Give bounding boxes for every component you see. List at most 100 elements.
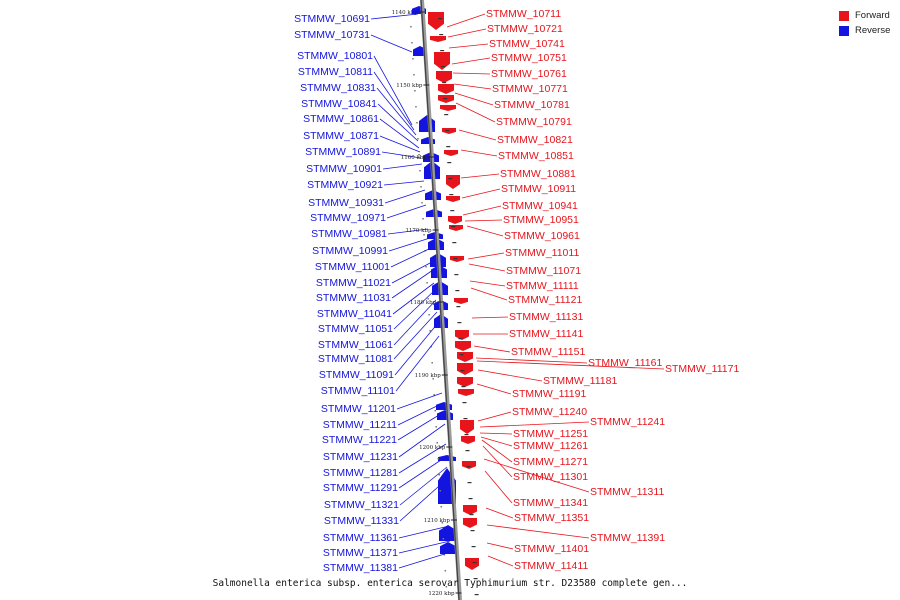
reverse-gene-label[interactable]: STMMW_11281 <box>323 467 398 479</box>
reverse-gene-label[interactable]: STMMW_10691 <box>294 13 370 25</box>
reverse-gene-label[interactable]: STMMW_10901 <box>306 163 382 175</box>
reverse-gene-label[interactable]: STMMW_10891 <box>305 146 381 158</box>
forward-gene-label[interactable]: STMMW_11131 <box>509 311 583 323</box>
forward-gene-block <box>434 52 450 70</box>
forward-gene-label[interactable]: STMMW_11240 <box>512 406 587 418</box>
forward-gene-label[interactable]: STMMW_11411 <box>514 560 588 572</box>
reverse-leader-line <box>396 392 443 410</box>
reverse-gene-label[interactable]: STMMW_11051 <box>318 323 393 335</box>
forward-gene-label[interactable]: STMMW_11171 <box>665 363 739 375</box>
reverse-gene-label[interactable]: STMMW_11081 <box>318 353 393 365</box>
forward-gene-label[interactable]: STMMW_10821 <box>497 134 573 146</box>
reverse-gene-label[interactable]: STMMW_11201 <box>321 403 396 415</box>
axis-dot <box>414 90 416 92</box>
reverse-gene-label[interactable]: STMMW_10981 <box>311 228 387 240</box>
axis-dot <box>418 154 420 156</box>
forward-gene-label[interactable]: STMMW_11151 <box>511 346 585 358</box>
axis-dash <box>452 242 457 244</box>
forward-gene-label[interactable]: STMMW_10771 <box>492 83 568 95</box>
forward-leader-line <box>462 205 502 216</box>
reverse-gene-label[interactable]: STMMW_11231 <box>323 451 398 463</box>
reverse-leader-line <box>393 299 437 346</box>
forward-gene-block <box>455 341 471 351</box>
forward-gene-label[interactable]: STMMW_11241 <box>590 416 665 428</box>
axis-dash <box>474 594 479 596</box>
forward-gene-label[interactable]: STMMW_11251 <box>513 428 588 440</box>
axis-dot <box>440 506 443 508</box>
axis-dot <box>423 234 425 236</box>
forward-gene-label[interactable]: STMMW_11011 <box>505 247 579 259</box>
reverse-gene-label[interactable]: STMMW_11291 <box>323 482 398 494</box>
reverse-gene-label[interactable]: STMMW_11031 <box>316 292 391 304</box>
axis-dot <box>429 330 431 332</box>
reverse-gene-label[interactable]: STMMW_10931 <box>308 197 384 209</box>
forward-gene-label[interactable]: STMMW_11121 <box>508 294 582 306</box>
axis-dash <box>469 514 474 516</box>
forward-gene-label[interactable]: STMMW_11341 <box>513 497 588 509</box>
reverse-gene-label[interactable]: STMMW_11041 <box>317 308 392 320</box>
forward-gene-label[interactable]: STMMW_11351 <box>514 512 589 524</box>
forward-leader-line <box>477 369 543 382</box>
legend: Forward Reverse <box>839 8 890 38</box>
reverse-gene-label[interactable]: STMMW_11371 <box>323 547 398 559</box>
forward-gene-label[interactable]: STMMW_10951 <box>503 214 579 226</box>
forward-gene-label[interactable]: STMMW_10781 <box>494 99 570 111</box>
reverse-gene-label[interactable]: STMMW_11101 <box>321 385 395 397</box>
reverse-gene-label[interactable]: STMMW_10801 <box>297 50 373 62</box>
reverse-gene-label[interactable]: STMMW_10811 <box>298 66 373 78</box>
reverse-gene-label[interactable]: STMMW_10831 <box>300 82 376 94</box>
reverse-gene-label[interactable]: STMMW_11211 <box>323 419 397 431</box>
reverse-leader-line <box>370 34 413 53</box>
forward-gene-block <box>448 216 462 224</box>
forward-leader-line <box>460 149 498 157</box>
forward-gene-label[interactable]: STMMW_10881 <box>500 168 576 180</box>
forward-gene-label[interactable]: STMMW_10961 <box>504 230 580 242</box>
reverse-gene-label[interactable]: STMMW_11321 <box>324 499 399 511</box>
forward-gene-label[interactable]: STMMW_10751 <box>491 52 567 64</box>
forward-leader-line <box>486 524 590 539</box>
forward-gene-label[interactable]: STMMW_10721 <box>487 23 563 35</box>
forward-gene-label[interactable]: STMMW_11111 <box>506 280 579 292</box>
forward-leader-line <box>482 445 513 478</box>
reverse-gene-label[interactable]: STMMW_11381 <box>323 562 398 574</box>
reverse-gene-label[interactable]: STMMW_10971 <box>310 212 386 224</box>
forward-gene-label[interactable]: STMMW_10941 <box>502 200 578 212</box>
reverse-gene-label[interactable]: STMMW_10871 <box>303 130 379 142</box>
reverse-gene-label[interactable]: STMMW_11061 <box>318 339 393 351</box>
forward-gene-label[interactable]: STMMW_11071 <box>506 265 581 277</box>
forward-gene-label[interactable]: STMMW_10711 <box>486 8 561 20</box>
reverse-gene-label[interactable]: STMMW_11331 <box>324 515 399 527</box>
axis-dash <box>467 482 472 484</box>
forward-gene-label[interactable]: STMMW_11161 <box>588 357 662 369</box>
axis-dash <box>447 162 452 164</box>
reverse-gene-label[interactable]: STMMW_11361 <box>323 532 398 544</box>
reverse-gene-label[interactable]: STMMW_10731 <box>294 29 370 41</box>
forward-gene-label[interactable]: STMMW_10741 <box>489 38 565 50</box>
reverse-gene-label[interactable]: STMMW_11001 <box>315 261 390 273</box>
forward-gene-label[interactable]: STMMW_10911 <box>501 183 576 195</box>
forward-gene-label[interactable]: STMMW_10761 <box>491 68 567 80</box>
forward-gene-label[interactable]: STMMW_11301 <box>513 471 588 483</box>
forward-gene-label[interactable]: STMMW_11311 <box>590 486 664 498</box>
reverse-gene-label[interactable]: STMMW_11221 <box>322 434 397 446</box>
forward-gene-block <box>444 150 458 156</box>
forward-gene-block <box>462 461 476 469</box>
reverse-gene-label[interactable]: STMMW_11021 <box>316 277 391 289</box>
forward-gene-label[interactable]: STMMW_11141 <box>509 328 583 340</box>
forward-leader-line <box>464 219 503 222</box>
forward-swatch <box>839 10 849 21</box>
reverse-gene-label[interactable]: STMMW_10921 <box>307 179 383 191</box>
forward-gene-label[interactable]: STMMW_11391 <box>590 532 665 544</box>
forward-gene-label[interactable]: STMMW_11401 <box>514 543 589 555</box>
forward-gene-label[interactable]: STMMW_11261 <box>513 440 588 452</box>
forward-gene-label[interactable]: STMMW_10791 <box>496 116 572 128</box>
forward-gene-label[interactable]: STMMW_11181 <box>543 375 617 387</box>
forward-gene-label[interactable]: STMMW_10851 <box>498 150 574 162</box>
reverse-gene-label[interactable]: STMMW_10861 <box>303 113 379 125</box>
leader-lines <box>370 13 665 569</box>
reverse-gene-label[interactable]: STMMW_11091 <box>319 369 394 381</box>
reverse-gene-label[interactable]: STMMW_10991 <box>312 245 388 257</box>
forward-gene-label[interactable]: STMMW_11191 <box>512 388 586 400</box>
reverse-gene-label[interactable]: STMMW_10841 <box>301 98 377 110</box>
forward-gene-label[interactable]: STMMW_11271 <box>513 456 588 468</box>
